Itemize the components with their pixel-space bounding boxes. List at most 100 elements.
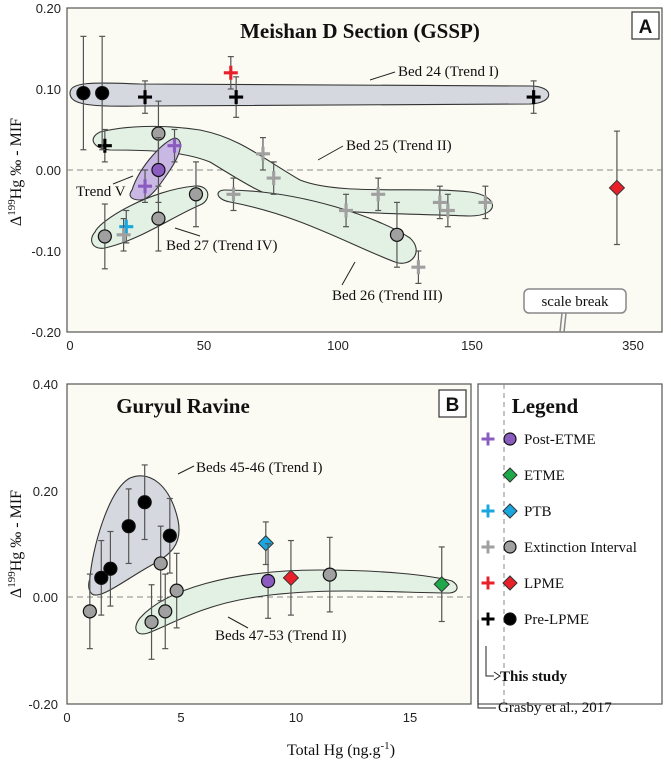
panel-a-letter-box <box>631 11 660 40</box>
y-tick-label: -0.10 <box>31 244 61 259</box>
legend-entry-label: Post-ETME <box>524 432 596 448</box>
legend-arrowhead <box>493 671 501 681</box>
y-tick-label: 0.20 <box>33 484 58 499</box>
data-point-circle <box>503 540 517 554</box>
data-point-diamond <box>502 503 518 519</box>
data-point-cross <box>167 138 182 153</box>
panel-b-x-axis: 0 5 10 15 <box>63 710 417 725</box>
data-point-circle <box>82 604 97 619</box>
data-point-circle <box>95 85 110 101</box>
legend-entry-label: Pre-LPME <box>524 612 589 628</box>
x-tick-label: 10 <box>289 710 303 725</box>
panel-b-y-axis: 0.40 0.20 0.00 -0.20 <box>28 377 58 712</box>
data-point-cross <box>339 203 354 218</box>
x-tick-label: 0 <box>63 710 70 725</box>
data-point-cross <box>255 146 270 161</box>
y-tick-label: 0.00 <box>33 590 58 605</box>
data-point-cross <box>119 219 134 234</box>
data-point-cross <box>97 138 112 153</box>
data-point-circle <box>94 570 109 585</box>
panel-a: 0.20 0.10 0.00 -0.10 -0.20 0 50 100 150 … <box>6 1 663 353</box>
data-point-cross <box>481 504 495 518</box>
panel-b-letter: B <box>446 395 460 416</box>
data-point-circle <box>169 583 184 598</box>
x-tick-label: 350 <box>622 338 644 353</box>
panel-b-x-axis-title: Total Hg (ng.g-1) <box>287 740 395 759</box>
annotation-bed-24: Bed 24 (Trend I) <box>398 64 499 80</box>
x-tick-label: 15 <box>403 710 417 725</box>
annotation-arrow <box>341 261 356 286</box>
trend-ii-envelope <box>135 569 458 635</box>
annotation-arrow <box>112 175 134 185</box>
data-point-circle <box>151 211 166 226</box>
panel-b-letter-box <box>438 389 467 418</box>
panel-a-title: Meishan D Section (GSSP) <box>240 19 480 43</box>
panel-b-data-marks <box>82 464 450 660</box>
annotation-bed-25: Bed 25 (Trend II) <box>346 138 452 154</box>
legend: Legend Post-ETME ETME PTB Extinction Interv… <box>477 383 663 716</box>
data-point-cross <box>411 260 426 275</box>
annotation-arrow <box>174 227 201 237</box>
data-point-cross <box>266 171 281 186</box>
data-point-diamond <box>433 576 450 593</box>
panel-b-title: Guryul Ravine <box>116 394 250 418</box>
data-point-circle <box>162 528 177 543</box>
legend-entries: Post-ETME ETME PTB Extinction Interval LPME P… <box>481 432 637 628</box>
legend-entry-label: PTB <box>524 504 552 520</box>
y-tick-label: 0.00 <box>36 163 61 178</box>
data-point-cross <box>226 187 241 202</box>
panel-b: 0.40 0.20 0.00 -0.20 0 5 10 15 Guryul Ra… <box>6 377 472 759</box>
scale-break-marks <box>559 312 567 333</box>
data-point-circle <box>153 556 168 571</box>
data-point-circle <box>151 162 166 178</box>
data-point-diamond <box>502 467 518 483</box>
data-point-circle <box>503 432 517 446</box>
data-point-cross <box>138 90 153 105</box>
legend-arrow-grasby <box>477 620 496 709</box>
data-point-cross <box>440 203 455 218</box>
y-tick-label: 0.20 <box>36 1 61 16</box>
data-point-cross <box>481 576 495 590</box>
panel-a-y-axis: 0.20 0.10 0.00 -0.10 -0.20 <box>31 1 61 340</box>
annotation-arrow <box>177 465 195 475</box>
panel-a-x-axis: 0 50 100 150 350 <box>66 338 643 353</box>
bed-24-envelope <box>69 82 550 107</box>
data-point-circle <box>260 573 276 589</box>
data-point-circle <box>389 227 405 242</box>
data-point-circle <box>188 187 204 202</box>
data-point-diamond <box>608 179 626 197</box>
annotation-trend-i: Beds 45-46 (Trend I) <box>196 460 323 476</box>
annotation-trend-v: Trend V <box>76 184 126 200</box>
y-tick-label: 0.10 <box>36 82 61 97</box>
data-point-cross <box>481 540 495 554</box>
data-point-diamond <box>282 569 300 587</box>
data-point-circle <box>137 495 152 510</box>
data-point-cross <box>116 227 131 242</box>
legend-this-study-label: This study <box>500 669 568 685</box>
scale-break-label: scale break <box>541 294 609 310</box>
y-tick-label: 0.40 <box>33 377 58 392</box>
legend-entry-label: LPME <box>524 576 564 592</box>
x-tick-label: 50 <box>197 338 211 353</box>
data-point-cross <box>223 65 238 80</box>
data-point-cross <box>481 612 495 626</box>
annotation-bed-26: Bed 26 (Trend III) <box>332 288 443 304</box>
x-tick-label: 0 <box>66 338 73 353</box>
data-point-diamond <box>502 575 518 591</box>
annotation-arrow <box>227 616 249 629</box>
panel-a-y-axis-title: Δ199Hg ‰ - MIF <box>6 118 25 226</box>
data-point-cross <box>432 195 447 210</box>
data-point-circle <box>144 614 159 630</box>
panel-a-data-marks <box>76 35 626 284</box>
legend-entry-label: Extinction Interval <box>524 540 637 556</box>
x-tick-label: 150 <box>461 338 483 353</box>
data-point-cross <box>481 432 495 446</box>
data-point-cross <box>138 179 153 194</box>
scale-break: scale break <box>523 288 627 333</box>
annotation-bed-27: Bed 27 (Trend IV) <box>166 238 278 254</box>
annotation-arrow <box>369 71 396 81</box>
legend-entry-label: ETME <box>524 468 565 484</box>
annotation-arrow <box>317 145 344 161</box>
data-point-cross <box>229 90 244 105</box>
